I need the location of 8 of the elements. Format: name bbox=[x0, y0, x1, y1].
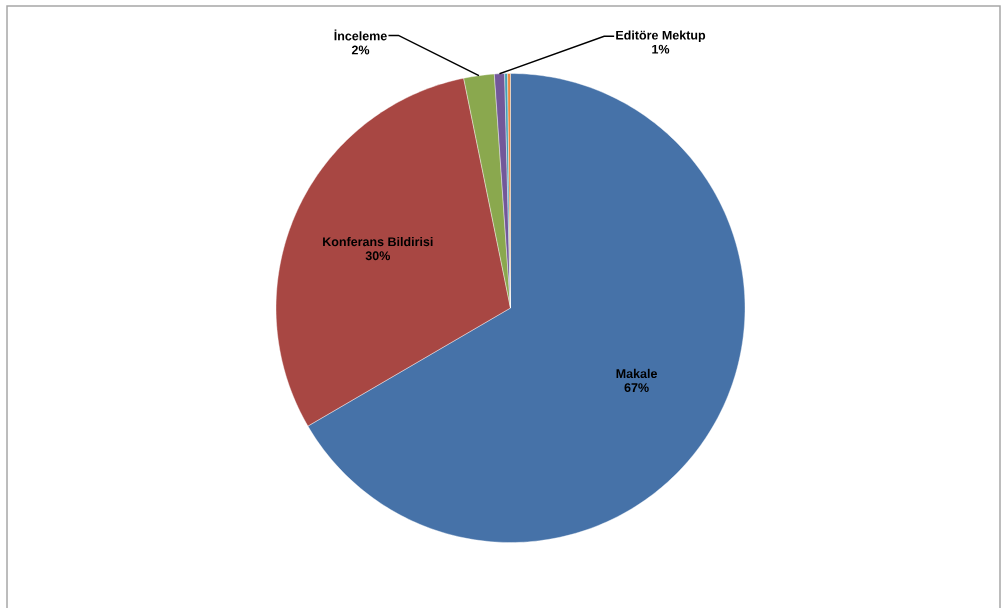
slice-label: Konferans Bildirisi bbox=[323, 237, 433, 247]
data-label: 67% bbox=[624, 383, 649, 393]
data-label: 30% bbox=[365, 251, 390, 261]
data-label: 2% bbox=[351, 45, 370, 55]
slice-label: Editöre Mektup bbox=[616, 30, 706, 43]
data-label: 1% bbox=[652, 44, 670, 54]
slice-label: Makale bbox=[616, 368, 657, 379]
slice-label: İnceleme bbox=[334, 29, 387, 41]
